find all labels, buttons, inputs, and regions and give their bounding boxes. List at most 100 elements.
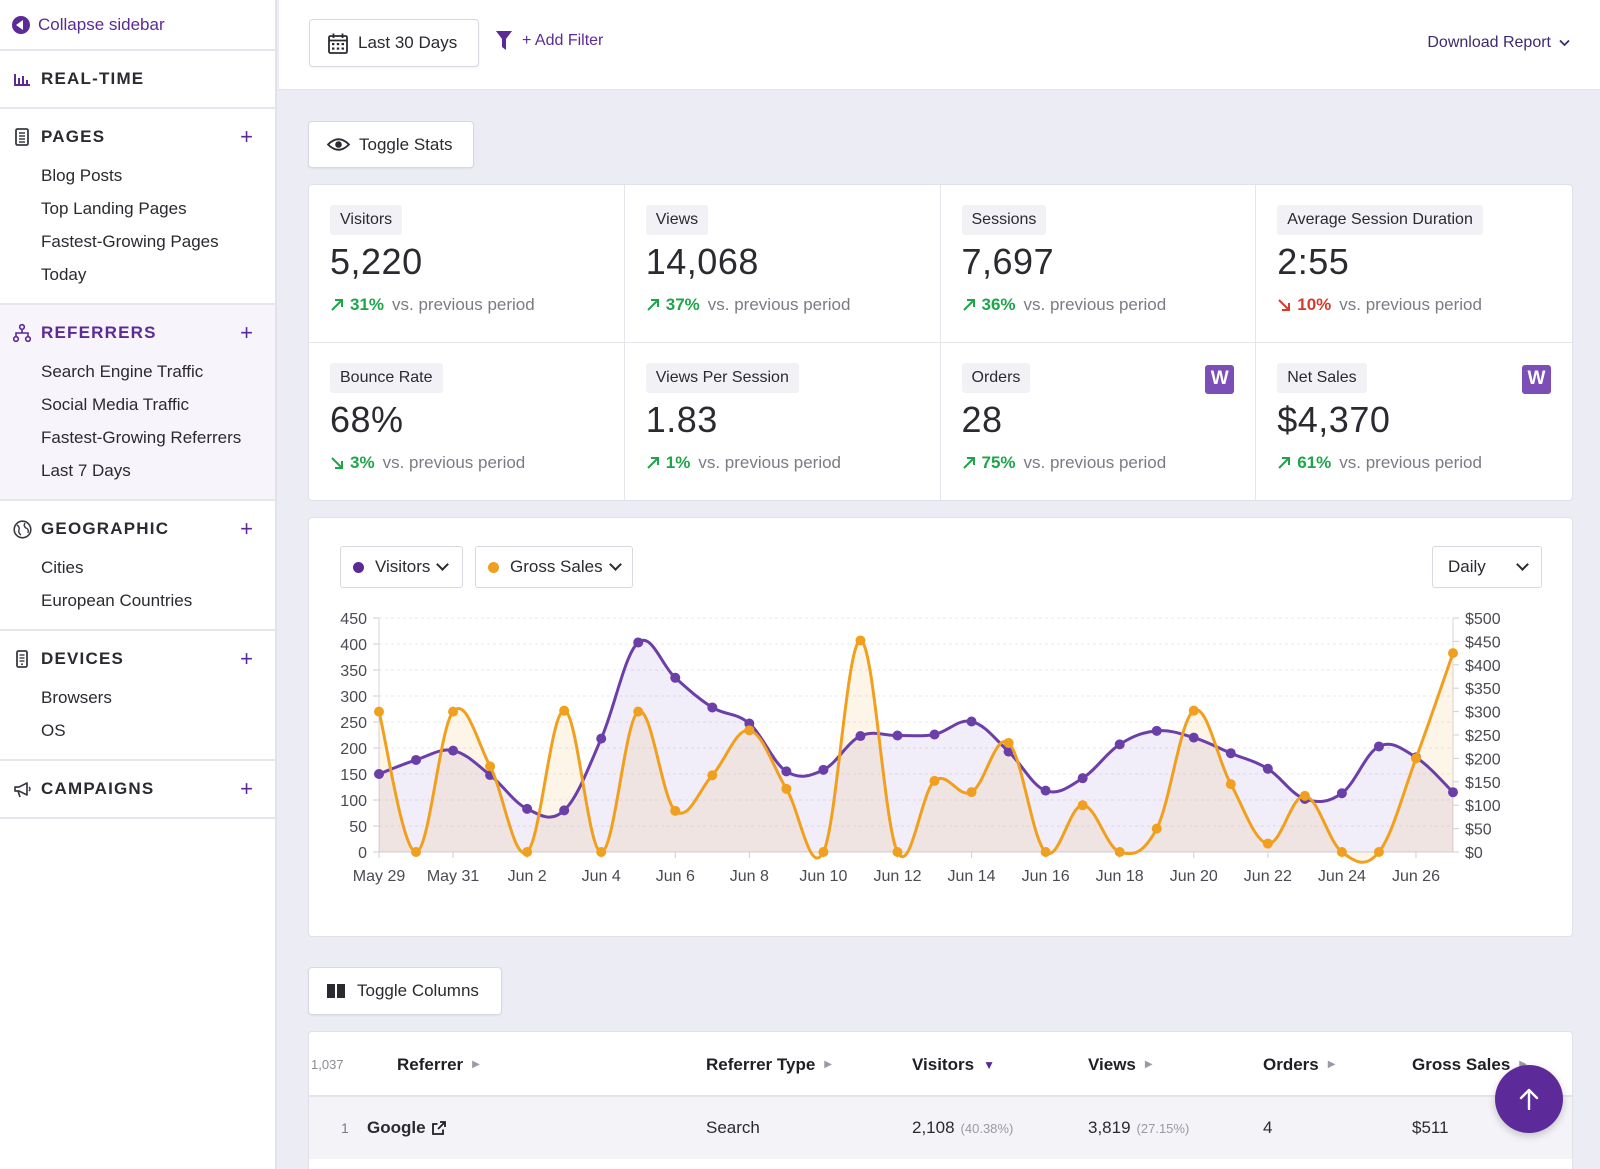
sidebar-item-blog-posts[interactable]: Blog Posts [41, 166, 123, 185]
sidebar-item-cities[interactable]: Cities [41, 558, 84, 577]
sidebar-section-header[interactable]: REFERRERS + [0, 305, 275, 361]
sidebar-item-os[interactable]: OS [41, 721, 66, 740]
series2-dropdown[interactable]: Gross Sales [475, 546, 633, 588]
visitors-point [522, 803, 533, 814]
gross-sales-point [1040, 847, 1051, 857]
column-visitors[interactable]: Visitors ▼ [912, 1032, 995, 1097]
sidebar-section-header[interactable]: CAMPAIGNS + [0, 761, 275, 817]
stat-change-percent: 75% [981, 452, 1016, 472]
download-report-button[interactable]: Download Report [1427, 34, 1570, 52]
sidebar-item-social-media-traffic[interactable]: Social Media Traffic [41, 395, 190, 414]
gross-sales-point [892, 847, 903, 857]
orders-cell: 4 [1263, 1118, 1273, 1137]
add-page-report-button[interactable]: + [240, 124, 253, 149]
sidebar-section-header[interactable]: REAL-TIME [0, 51, 275, 107]
sidebar-item-search-engine-traffic[interactable]: Search Engine Traffic [41, 362, 204, 381]
visitors-point [966, 716, 977, 727]
table-header: 1,037 Referrer ▶ Referrer Type ▶ Visitors ▼… [309, 1032, 1572, 1097]
sidebar-item-today[interactable]: Today [41, 265, 87, 284]
sidebar-item-european-countries[interactable]: European Countries [41, 591, 193, 610]
sidebar-item-fastest-growing-referrers[interactable]: Fastest-Growing Referrers [41, 428, 242, 447]
gross-sales-point [1262, 838, 1273, 849]
y-tick-label-right: $500 [1465, 611, 1501, 628]
visitors-point [818, 764, 829, 775]
y-tick-label-left: 400 [340, 637, 367, 654]
chevron-down-icon [1559, 39, 1570, 47]
table-row[interactable]: 1 Google Search 2,108 (40.38%) 3,819 (27.1… [309, 1097, 1572, 1159]
column-label: Referrer Type [706, 1054, 816, 1074]
column-label: Views [1088, 1054, 1136, 1074]
views-cell: 3,819 (27.15%) [1088, 1097, 1189, 1159]
stat-tile: Orders W 28 75% vs. previous period [941, 342, 1257, 500]
series1-dropdown[interactable]: Visitors [340, 546, 463, 588]
views-value: 3,819 [1088, 1118, 1131, 1137]
gross-sales-point [1373, 847, 1384, 857]
visitors-point [1336, 788, 1347, 799]
scroll-to-top-button[interactable] [1495, 1065, 1563, 1133]
add-filter-button[interactable]: + Add Filter [495, 30, 603, 52]
date-range-button[interactable]: Last 30 Days [309, 19, 479, 67]
column-referrer-type[interactable]: Referrer Type ▶ [706, 1032, 832, 1097]
add-device-report-button[interactable]: + [240, 646, 253, 671]
sort-arrow-icon: ▶ [824, 1059, 832, 1070]
x-tick-label: Jun 18 [1096, 868, 1144, 885]
add-referrer-report-button[interactable]: + [240, 320, 253, 345]
y-tick-label-left: 200 [340, 741, 367, 758]
sidebar-item-browsers[interactable]: Browsers [41, 688, 112, 707]
stat-change-percent: 10% [1297, 295, 1332, 314]
gross-sales-point [966, 787, 977, 798]
x-tick-label: Jun 4 [582, 868, 621, 885]
trend-up-icon [1277, 456, 1291, 470]
filter-icon [495, 30, 513, 52]
stat-change-percent: 31% [350, 295, 385, 314]
toggle-columns-button[interactable]: Toggle Columns [308, 967, 502, 1015]
gross-sales-point [1114, 847, 1125, 857]
gross-sales-point [707, 770, 718, 781]
toggle-stats-button[interactable]: Toggle Stats [308, 121, 474, 168]
external-link-icon[interactable] [431, 1121, 446, 1135]
referrer-link[interactable]: Google [367, 1118, 426, 1137]
column-gross-sales[interactable]: Gross Sales ▶ [1412, 1032, 1527, 1097]
add-geographic-report-button[interactable]: + [240, 516, 253, 541]
sidebar-section-header[interactable]: PAGES + [0, 109, 275, 165]
y-tick-label-left: 300 [340, 689, 367, 706]
sidebar-section-header[interactable]: GEOGRAPHIC + [0, 501, 275, 557]
column-referrer[interactable]: Referrer ▶ [397, 1032, 480, 1097]
collapse-sidebar-button[interactable]: Collapse sidebar [0, 0, 275, 51]
trend-up-icon [646, 456, 660, 470]
series2-label: Gross Sales [510, 557, 603, 576]
gross-sales-cell: $511 [1412, 1118, 1449, 1137]
stat-label: Net Sales [1277, 362, 1367, 393]
sidebar-item-fastest-growing-pages[interactable]: Fastest-Growing Pages [41, 232, 219, 251]
visitors-point [1040, 785, 1051, 796]
stat-change-percent: 61% [1297, 452, 1332, 472]
mobile-icon [12, 649, 32, 669]
gross-sales-line [377, 638, 1455, 864]
sidebar-section-pages: PAGES + Blog Posts Top Landing Pages Fas… [0, 109, 275, 305]
trend-up-icon [962, 456, 976, 470]
y-tick-label-right: $250 [1465, 728, 1501, 745]
stat-value: $4,370 [1277, 398, 1391, 440]
stat-label: Visitors [330, 205, 403, 235]
interval-dropdown[interactable]: Daily [1432, 546, 1542, 588]
sidebar-item-top-landing-pages[interactable]: Top Landing Pages [41, 199, 187, 218]
stat-tile: Net Sales W $4,370 61% vs. previous period [1256, 343, 1572, 501]
sidebar-item-last-7-days[interactable]: Last 7 Days [41, 461, 131, 480]
visitors-point [559, 805, 570, 816]
add-campaign-report-button[interactable]: + [240, 776, 253, 801]
series1-label: Visitors [375, 557, 431, 576]
trend-up-icon [646, 298, 660, 312]
stat-value: 7,697 [961, 241, 1055, 282]
visitors-point [1151, 725, 1162, 736]
visitors-point [929, 729, 940, 740]
x-tick-label: Jun 8 [730, 868, 769, 885]
sidebar-section-header[interactable]: DEVICES + [0, 631, 275, 687]
calendar-icon [328, 33, 348, 54]
column-views[interactable]: Views ▶ [1088, 1032, 1153, 1097]
interval-label: Daily [1448, 557, 1486, 576]
visitors-point [670, 672, 681, 683]
sidebar-section-campaigns: CAMPAIGNS + [0, 761, 275, 819]
stat-value: 5,220 [330, 241, 423, 282]
column-orders[interactable]: Orders ▶ [1263, 1032, 1335, 1097]
y-tick-label-left: 250 [340, 715, 367, 732]
